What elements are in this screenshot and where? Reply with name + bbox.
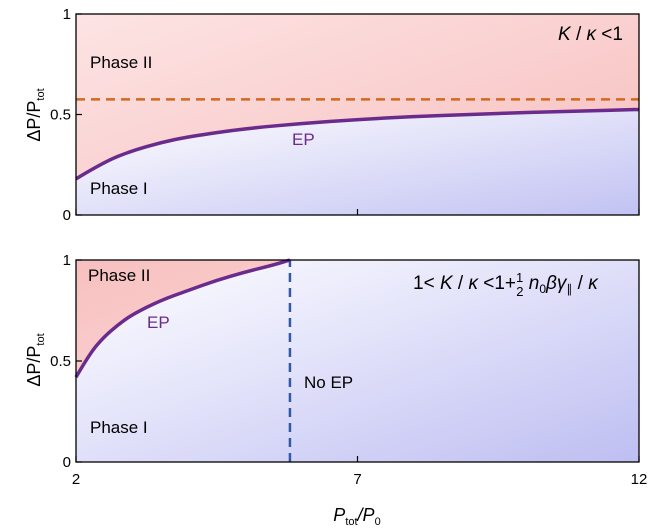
- bottom-condition-label: 1< K / κ <1+1 2 n0βγ∥ / κ: [413, 270, 599, 299]
- bottom-x-tick-label: 12: [631, 471, 648, 488]
- top-phase1-label: Phase I: [90, 179, 148, 198]
- top-phase2-label: Phase II: [90, 53, 152, 72]
- bottom-phase2-label: Phase II: [88, 266, 150, 285]
- top-phase1-region: [76, 109, 639, 215]
- x-axis-title: Ptot/P0: [333, 505, 380, 528]
- bottom-y-ticks: 00.51: [50, 252, 82, 471]
- bottom-y-tick-label: 1: [63, 252, 71, 269]
- top-y-tick-label: 0.5: [50, 107, 71, 124]
- top-ep-label: EP: [292, 130, 315, 149]
- top-panel: 00.51 Phase II Phase I EP K / κ <1 ΔP/Pt…: [24, 6, 640, 224]
- top-y-tick-label: 0: [63, 207, 71, 224]
- bottom-panel: 00.51 2 7 12 Phase II Phase I EP No EP 1< …: [24, 252, 647, 528]
- bottom-phase1-label: Phase I: [90, 418, 148, 437]
- bottom-x-tick-label: 2: [72, 471, 80, 488]
- top-y-ticks: 00.51: [50, 6, 82, 224]
- bottom-ep-curve: [74, 258, 291, 379]
- top-ep-curve: [75, 107, 640, 181]
- bottom-y-tick-label: 0: [63, 454, 71, 471]
- top-x-ticks: [75, 209, 640, 215]
- bottom-y-tick-label: 0.5: [50, 353, 71, 370]
- top-condition-label: K / κ <1: [558, 24, 623, 45]
- bottom-x-ticks: 2 7 12: [72, 456, 648, 488]
- bottom-y-axis-title: ΔP/Ptot: [24, 333, 47, 386]
- bottom-phase1-region: [76, 260, 639, 462]
- top-y-axis-title: ΔP/Ptot: [24, 88, 47, 141]
- top-y-tick-label: 1: [63, 6, 71, 23]
- bottom-x-tick-label: 7: [353, 471, 361, 488]
- bottom-ep-label: EP: [147, 313, 170, 332]
- no-ep-label: No EP: [304, 373, 353, 392]
